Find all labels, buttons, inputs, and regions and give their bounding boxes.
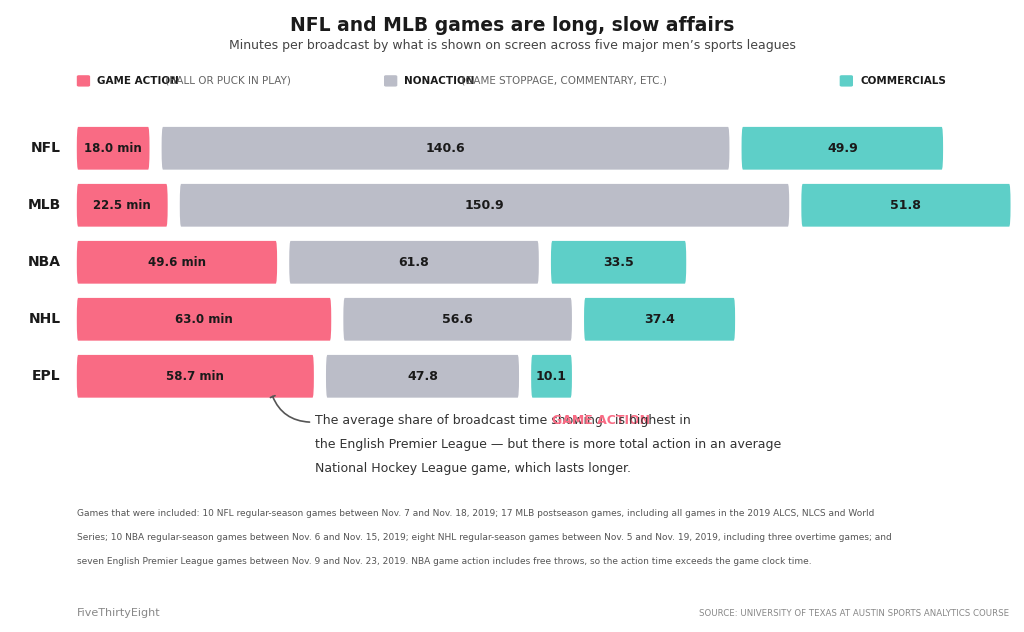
Text: 49.6 min: 49.6 min [147, 256, 206, 269]
Text: NFL: NFL [31, 142, 60, 155]
FancyBboxPatch shape [551, 241, 686, 284]
Text: EPL: EPL [32, 369, 60, 383]
Text: 18.0 min: 18.0 min [84, 142, 142, 155]
Text: GAME ACTION: GAME ACTION [97, 76, 179, 86]
FancyBboxPatch shape [741, 127, 943, 169]
Text: 63.0 min: 63.0 min [175, 313, 232, 325]
FancyBboxPatch shape [162, 127, 729, 169]
Text: SOURCE: UNIVERSITY OF TEXAS AT AUSTIN SPORTS ANALYTICS COURSE: SOURCE: UNIVERSITY OF TEXAS AT AUSTIN SP… [698, 609, 1009, 618]
Text: the English Premier League — but there is more total action in an average: the English Premier League — but there i… [315, 438, 781, 451]
FancyBboxPatch shape [77, 298, 331, 341]
Text: 47.8: 47.8 [408, 370, 438, 383]
Text: 49.9: 49.9 [827, 142, 858, 155]
Text: 37.4: 37.4 [644, 313, 675, 325]
Text: NFL and MLB games are long, slow affairs: NFL and MLB games are long, slow affairs [290, 16, 734, 35]
FancyBboxPatch shape [77, 127, 150, 169]
Text: FiveThirtyEight: FiveThirtyEight [77, 608, 161, 618]
Text: seven English Premier League games between Nov. 9 and Nov. 23, 2019. NBA game ac: seven English Premier League games betwe… [77, 557, 811, 566]
Text: NHL: NHL [29, 312, 60, 326]
Text: MLB: MLB [28, 198, 60, 212]
FancyBboxPatch shape [802, 184, 1011, 227]
Text: National Hockey League game, which lasts longer.: National Hockey League game, which lasts… [315, 462, 632, 475]
Text: 22.5 min: 22.5 min [93, 199, 152, 212]
FancyBboxPatch shape [584, 298, 735, 341]
Text: Series; 10 NBA regular-season games between Nov. 6 and Nov. 15, 2019; eight NHL : Series; 10 NBA regular-season games betw… [77, 533, 892, 542]
Text: 33.5: 33.5 [603, 256, 634, 269]
Text: GAME ACTION: GAME ACTION [552, 414, 650, 427]
Text: NBA: NBA [28, 255, 60, 269]
Text: 51.8: 51.8 [891, 199, 922, 212]
Text: 10.1: 10.1 [536, 370, 567, 383]
FancyBboxPatch shape [77, 241, 278, 284]
Text: Minutes per broadcast by what is shown on screen across five major men’s sports : Minutes per broadcast by what is shown o… [228, 39, 796, 52]
FancyBboxPatch shape [77, 355, 314, 398]
Text: COMMERCIALS: COMMERCIALS [860, 76, 946, 86]
Text: 56.6: 56.6 [442, 313, 473, 325]
FancyBboxPatch shape [531, 355, 572, 398]
Text: is highest in: is highest in [611, 414, 691, 427]
Text: Games that were included: 10 NFL regular-season games between Nov. 7 and Nov. 18: Games that were included: 10 NFL regular… [77, 509, 874, 518]
FancyBboxPatch shape [326, 355, 519, 398]
Text: NONACTION: NONACTION [404, 76, 475, 86]
Text: (BALL OR PUCK IN PLAY): (BALL OR PUCK IN PLAY) [163, 76, 291, 86]
FancyBboxPatch shape [343, 298, 572, 341]
Text: 58.7 min: 58.7 min [166, 370, 224, 383]
FancyBboxPatch shape [180, 184, 790, 227]
FancyBboxPatch shape [77, 184, 168, 227]
FancyBboxPatch shape [289, 241, 539, 284]
Text: 150.9: 150.9 [465, 199, 504, 212]
Text: The average share of broadcast time showing: The average share of broadcast time show… [315, 414, 607, 427]
Text: 140.6: 140.6 [426, 142, 465, 155]
Text: 61.8: 61.8 [398, 256, 429, 269]
Text: (GAME STOPPAGE, COMMENTARY, ETC.): (GAME STOPPAGE, COMMENTARY, ETC.) [458, 76, 667, 86]
